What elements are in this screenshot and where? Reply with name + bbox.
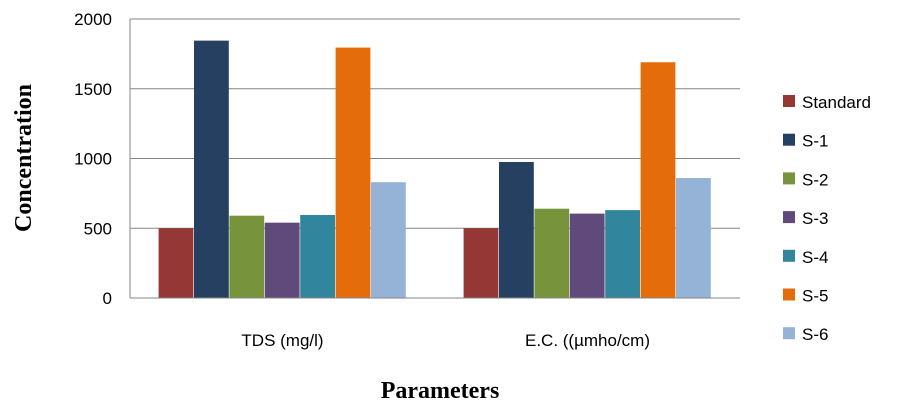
legend-swatch xyxy=(783,95,795,107)
bar-s-5 xyxy=(335,47,371,298)
legend-label: S-3 xyxy=(802,209,828,228)
bar-s-1 xyxy=(194,40,229,299)
y-tick-label: 500 xyxy=(84,219,112,238)
legend-label: S-4 xyxy=(802,248,828,267)
legend-swatch xyxy=(783,249,795,262)
y-tick-label: 0 xyxy=(103,289,112,308)
legend-swatch xyxy=(783,288,795,301)
bar-s-3 xyxy=(264,222,300,298)
y-axis-title: Concentration xyxy=(11,84,37,232)
y-tick-labels: 0 500 1000 1500 2000 xyxy=(74,10,112,308)
legend-swatch xyxy=(783,327,795,340)
y-tick-label: 1000 xyxy=(74,150,112,169)
bar-s-1 xyxy=(499,161,534,298)
legend-label: S-2 xyxy=(802,170,828,189)
legend-label: S-1 xyxy=(802,132,828,151)
x-category-label: TDS (mg/l) xyxy=(241,331,323,350)
bar-s-2 xyxy=(534,208,570,298)
bar-standard xyxy=(463,228,499,298)
bar-s-6 xyxy=(371,182,406,298)
legend-label: S-6 xyxy=(802,325,828,344)
x-category-label: E.C. ((µmho/cm) xyxy=(525,331,650,350)
y-tick-label: 2000 xyxy=(74,10,112,29)
legend-label: S-5 xyxy=(802,287,828,306)
bar-s-6 xyxy=(676,178,711,298)
bar-s-5 xyxy=(640,62,676,299)
legend-swatch xyxy=(783,211,795,224)
bar-s-4 xyxy=(300,214,335,298)
legend: Standard S-1 S-2 S-3 S-4 S-5 S-6 xyxy=(783,93,871,344)
bar-s-2 xyxy=(229,215,265,298)
y-tick-label: 1500 xyxy=(74,80,112,99)
x-category-labels: TDS (mg/l) E.C. ((µmho/cm) xyxy=(241,331,650,350)
legend-label: Standard xyxy=(802,93,871,112)
legend-swatch xyxy=(783,133,795,146)
axes xyxy=(129,19,740,299)
bar-standard xyxy=(158,228,194,298)
bar-s-3 xyxy=(569,213,605,298)
legend-swatch xyxy=(783,172,795,185)
bars xyxy=(158,40,711,299)
x-axis-title: Parameters xyxy=(381,378,500,404)
bar-s-4 xyxy=(605,210,640,298)
